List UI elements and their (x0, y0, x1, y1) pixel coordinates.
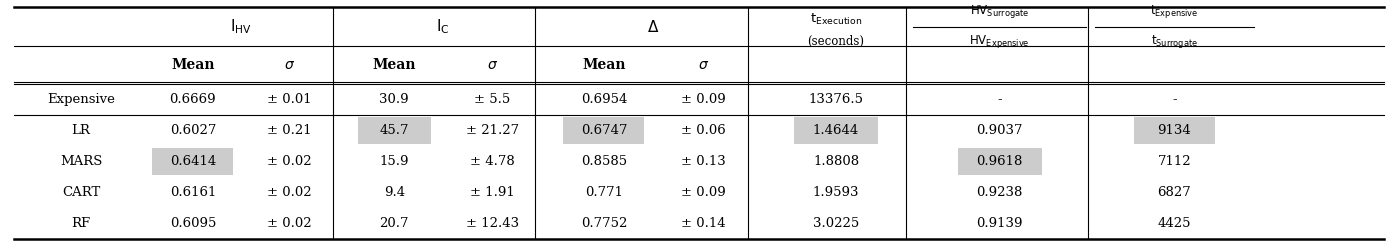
FancyBboxPatch shape (794, 117, 878, 144)
Text: 3.0225: 3.0225 (812, 217, 860, 230)
Text: ± 0.02: ± 0.02 (267, 186, 312, 199)
Text: ± 0.06: ± 0.06 (681, 124, 726, 137)
Text: ± 0.14: ± 0.14 (681, 217, 726, 230)
Text: Mean: Mean (582, 58, 626, 72)
Text: $\mathrm{I_C}$: $\mathrm{I_C}$ (436, 17, 450, 36)
Text: ± 0.13: ± 0.13 (681, 155, 726, 168)
Text: ± 0.09: ± 0.09 (681, 186, 726, 199)
Text: (seconds): (seconds) (808, 35, 864, 48)
Text: 0.8585: 0.8585 (582, 155, 626, 168)
Text: ± 0.02: ± 0.02 (267, 155, 312, 168)
Text: RF: RF (71, 217, 91, 230)
FancyBboxPatch shape (358, 117, 431, 144)
Text: 0.6027: 0.6027 (169, 124, 217, 137)
Text: 0.771: 0.771 (584, 186, 624, 199)
Text: $\mathrm{HV_{Expensive}}$: $\mathrm{HV_{Expensive}}$ (969, 33, 1030, 50)
Text: CART: CART (62, 186, 101, 199)
Text: 15.9: 15.9 (379, 155, 410, 168)
Text: ± 0.09: ± 0.09 (681, 93, 726, 106)
Text: 20.7: 20.7 (379, 217, 410, 230)
Text: 13376.5: 13376.5 (808, 93, 864, 106)
Text: 0.9037: 0.9037 (976, 124, 1023, 137)
Text: 7112: 7112 (1158, 155, 1191, 168)
Text: 4425: 4425 (1158, 217, 1191, 230)
FancyBboxPatch shape (958, 148, 1042, 175)
Text: 0.9238: 0.9238 (976, 186, 1023, 199)
Text: $\mathrm{I_{HV}}$: $\mathrm{I_{HV}}$ (231, 17, 252, 36)
Text: MARS: MARS (60, 155, 102, 168)
Text: 45.7: 45.7 (379, 124, 410, 137)
Text: 30.9: 30.9 (379, 93, 410, 106)
Text: $\sigma$: $\sigma$ (487, 58, 498, 72)
Text: Mean: Mean (372, 58, 417, 72)
Text: 9134: 9134 (1158, 124, 1191, 137)
Text: -: - (1172, 93, 1177, 106)
Text: Expensive: Expensive (48, 93, 115, 106)
Text: ± 0.21: ± 0.21 (267, 124, 312, 137)
Text: Mean: Mean (171, 58, 215, 72)
Text: LR: LR (71, 124, 91, 137)
Text: ± 4.78: ± 4.78 (470, 155, 514, 168)
Text: 9.4: 9.4 (383, 186, 405, 199)
Text: $\mathrm{t_{Execution}}$: $\mathrm{t_{Execution}}$ (809, 12, 863, 27)
Text: 6827: 6827 (1158, 186, 1191, 199)
Text: 0.6954: 0.6954 (580, 93, 628, 106)
Text: ± 0.02: ± 0.02 (267, 217, 312, 230)
Text: ± 12.43: ± 12.43 (466, 217, 519, 230)
Text: 0.6669: 0.6669 (169, 93, 217, 106)
Text: $\mathrm{t_{Surrogate}}$: $\mathrm{t_{Surrogate}}$ (1151, 33, 1198, 50)
Text: 1.8808: 1.8808 (814, 155, 858, 168)
Text: 0.9618: 0.9618 (976, 155, 1023, 168)
Text: $\sigma$: $\sigma$ (284, 58, 295, 72)
Text: $\mathrm{\Delta}$: $\mathrm{\Delta}$ (647, 19, 660, 35)
Text: $\mathrm{t_{Expensive}}$: $\mathrm{t_{Expensive}}$ (1151, 3, 1198, 20)
Text: ± 0.01: ± 0.01 (267, 93, 312, 106)
Text: $\mathrm{HV_{Surrogate}}$: $\mathrm{HV_{Surrogate}}$ (970, 3, 1029, 20)
FancyBboxPatch shape (563, 117, 644, 144)
FancyBboxPatch shape (1134, 117, 1215, 144)
Text: ± 21.27: ± 21.27 (466, 124, 519, 137)
Text: 0.6414: 0.6414 (169, 155, 217, 168)
Text: 1.4644: 1.4644 (812, 124, 860, 137)
Text: 0.6747: 0.6747 (580, 124, 628, 137)
Text: -: - (997, 93, 1002, 106)
Text: 0.6161: 0.6161 (169, 186, 217, 199)
FancyBboxPatch shape (152, 148, 233, 175)
Text: ± 5.5: ± 5.5 (474, 93, 510, 106)
Text: 1.9593: 1.9593 (812, 186, 860, 199)
Text: $\sigma$: $\sigma$ (698, 58, 709, 72)
Text: ± 1.91: ± 1.91 (470, 186, 514, 199)
Text: 0.7752: 0.7752 (580, 217, 628, 230)
Text: 0.6095: 0.6095 (169, 217, 217, 230)
Text: 0.9139: 0.9139 (976, 217, 1023, 230)
